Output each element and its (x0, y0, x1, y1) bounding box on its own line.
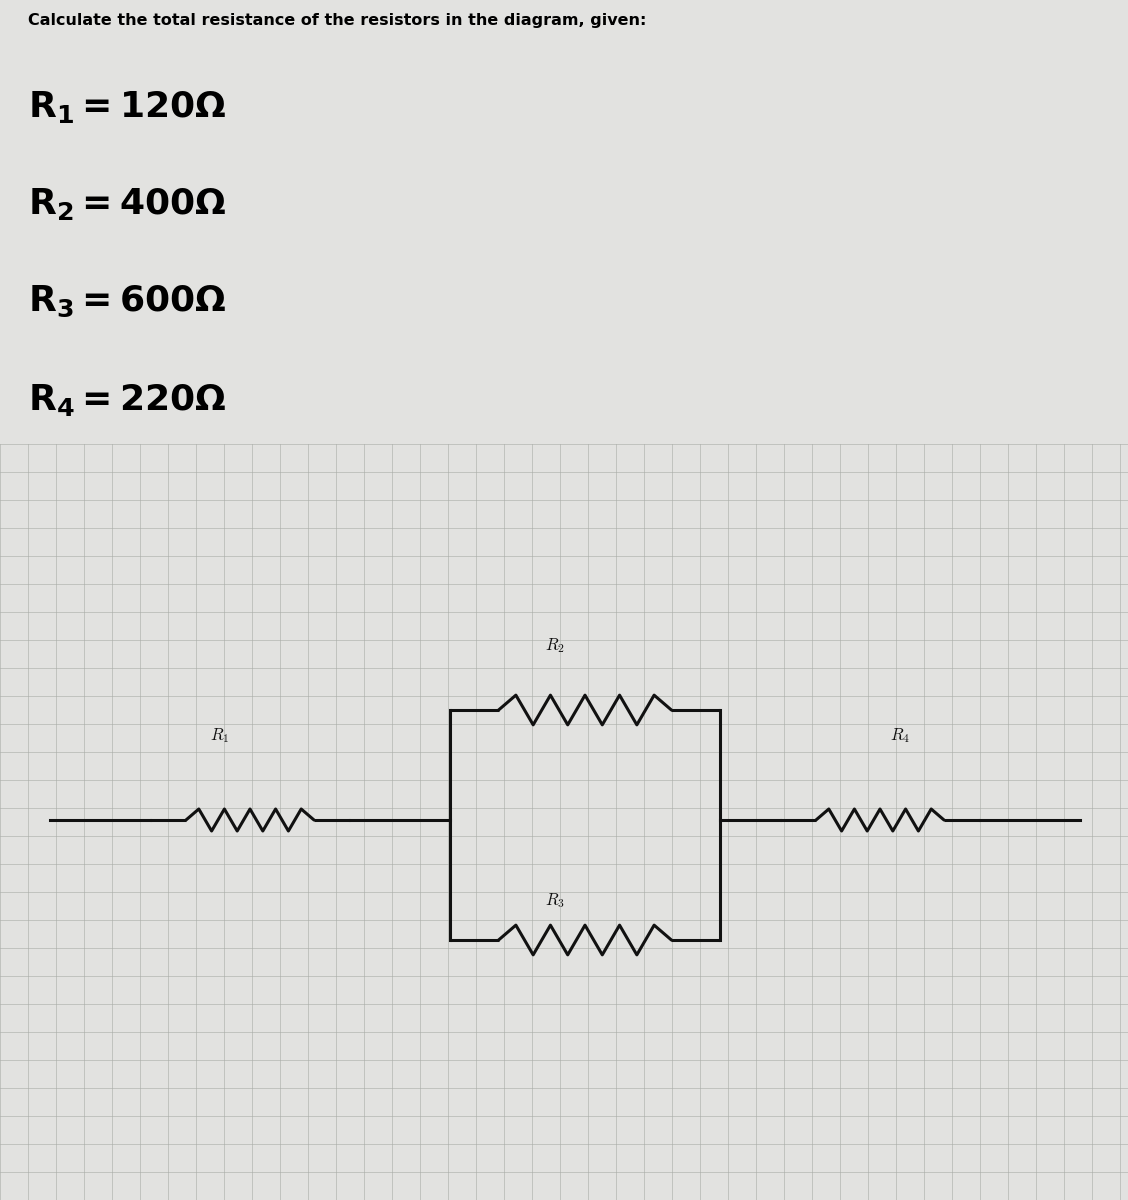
Text: $R_2$: $R_2$ (545, 636, 565, 655)
Text: $\mathbf{R_2=400\Omega}$: $\mathbf{R_2=400\Omega}$ (28, 186, 227, 222)
Text: $\mathbf{R_4=220\Omega}$: $\mathbf{R_4=220\Omega}$ (28, 382, 227, 418)
Text: $\mathbf{R_1=120\Omega}$: $\mathbf{R_1=120\Omega}$ (28, 89, 227, 125)
Text: Calculate the total resistance of the resistors in the diagram, given:: Calculate the total resistance of the re… (28, 13, 646, 29)
Text: $R_3$: $R_3$ (545, 892, 565, 910)
Text: $R_4$: $R_4$ (890, 726, 910, 745)
Text: $R_1$: $R_1$ (210, 726, 230, 745)
Text: $\mathbf{R_3=600\Omega}$: $\mathbf{R_3=600\Omega}$ (28, 284, 227, 319)
